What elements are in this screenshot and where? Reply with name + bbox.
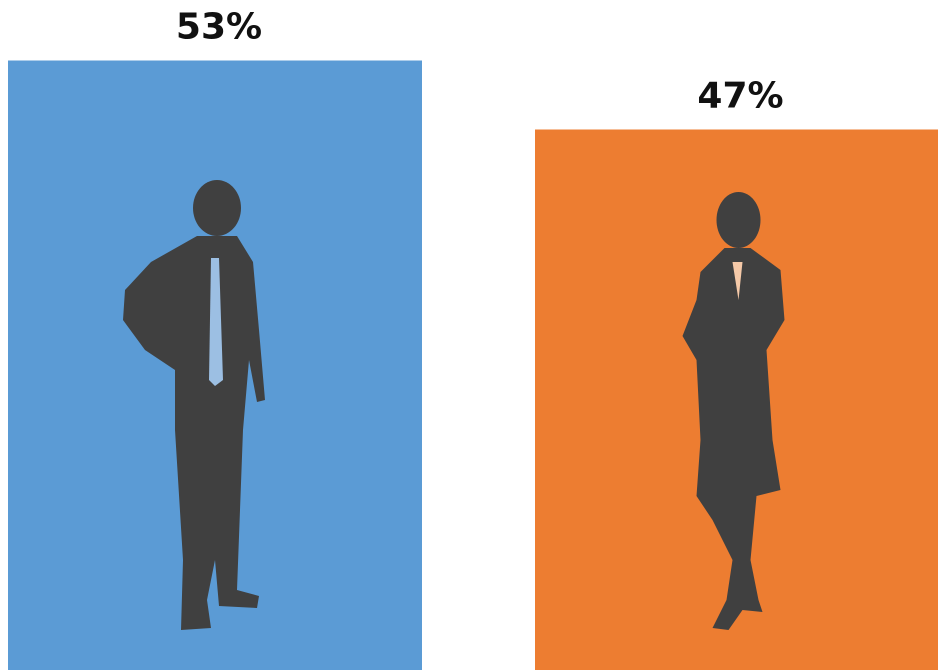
page: 53%47% (() => { const data = JSON.parse(… xyxy=(0,0,938,670)
chart: 53% 47% xyxy=(0,0,938,670)
value-label: 53% xyxy=(176,7,262,48)
value-label: 47% xyxy=(697,76,783,117)
silhouette-head xyxy=(717,192,761,248)
silhouette-head xyxy=(193,180,241,236)
